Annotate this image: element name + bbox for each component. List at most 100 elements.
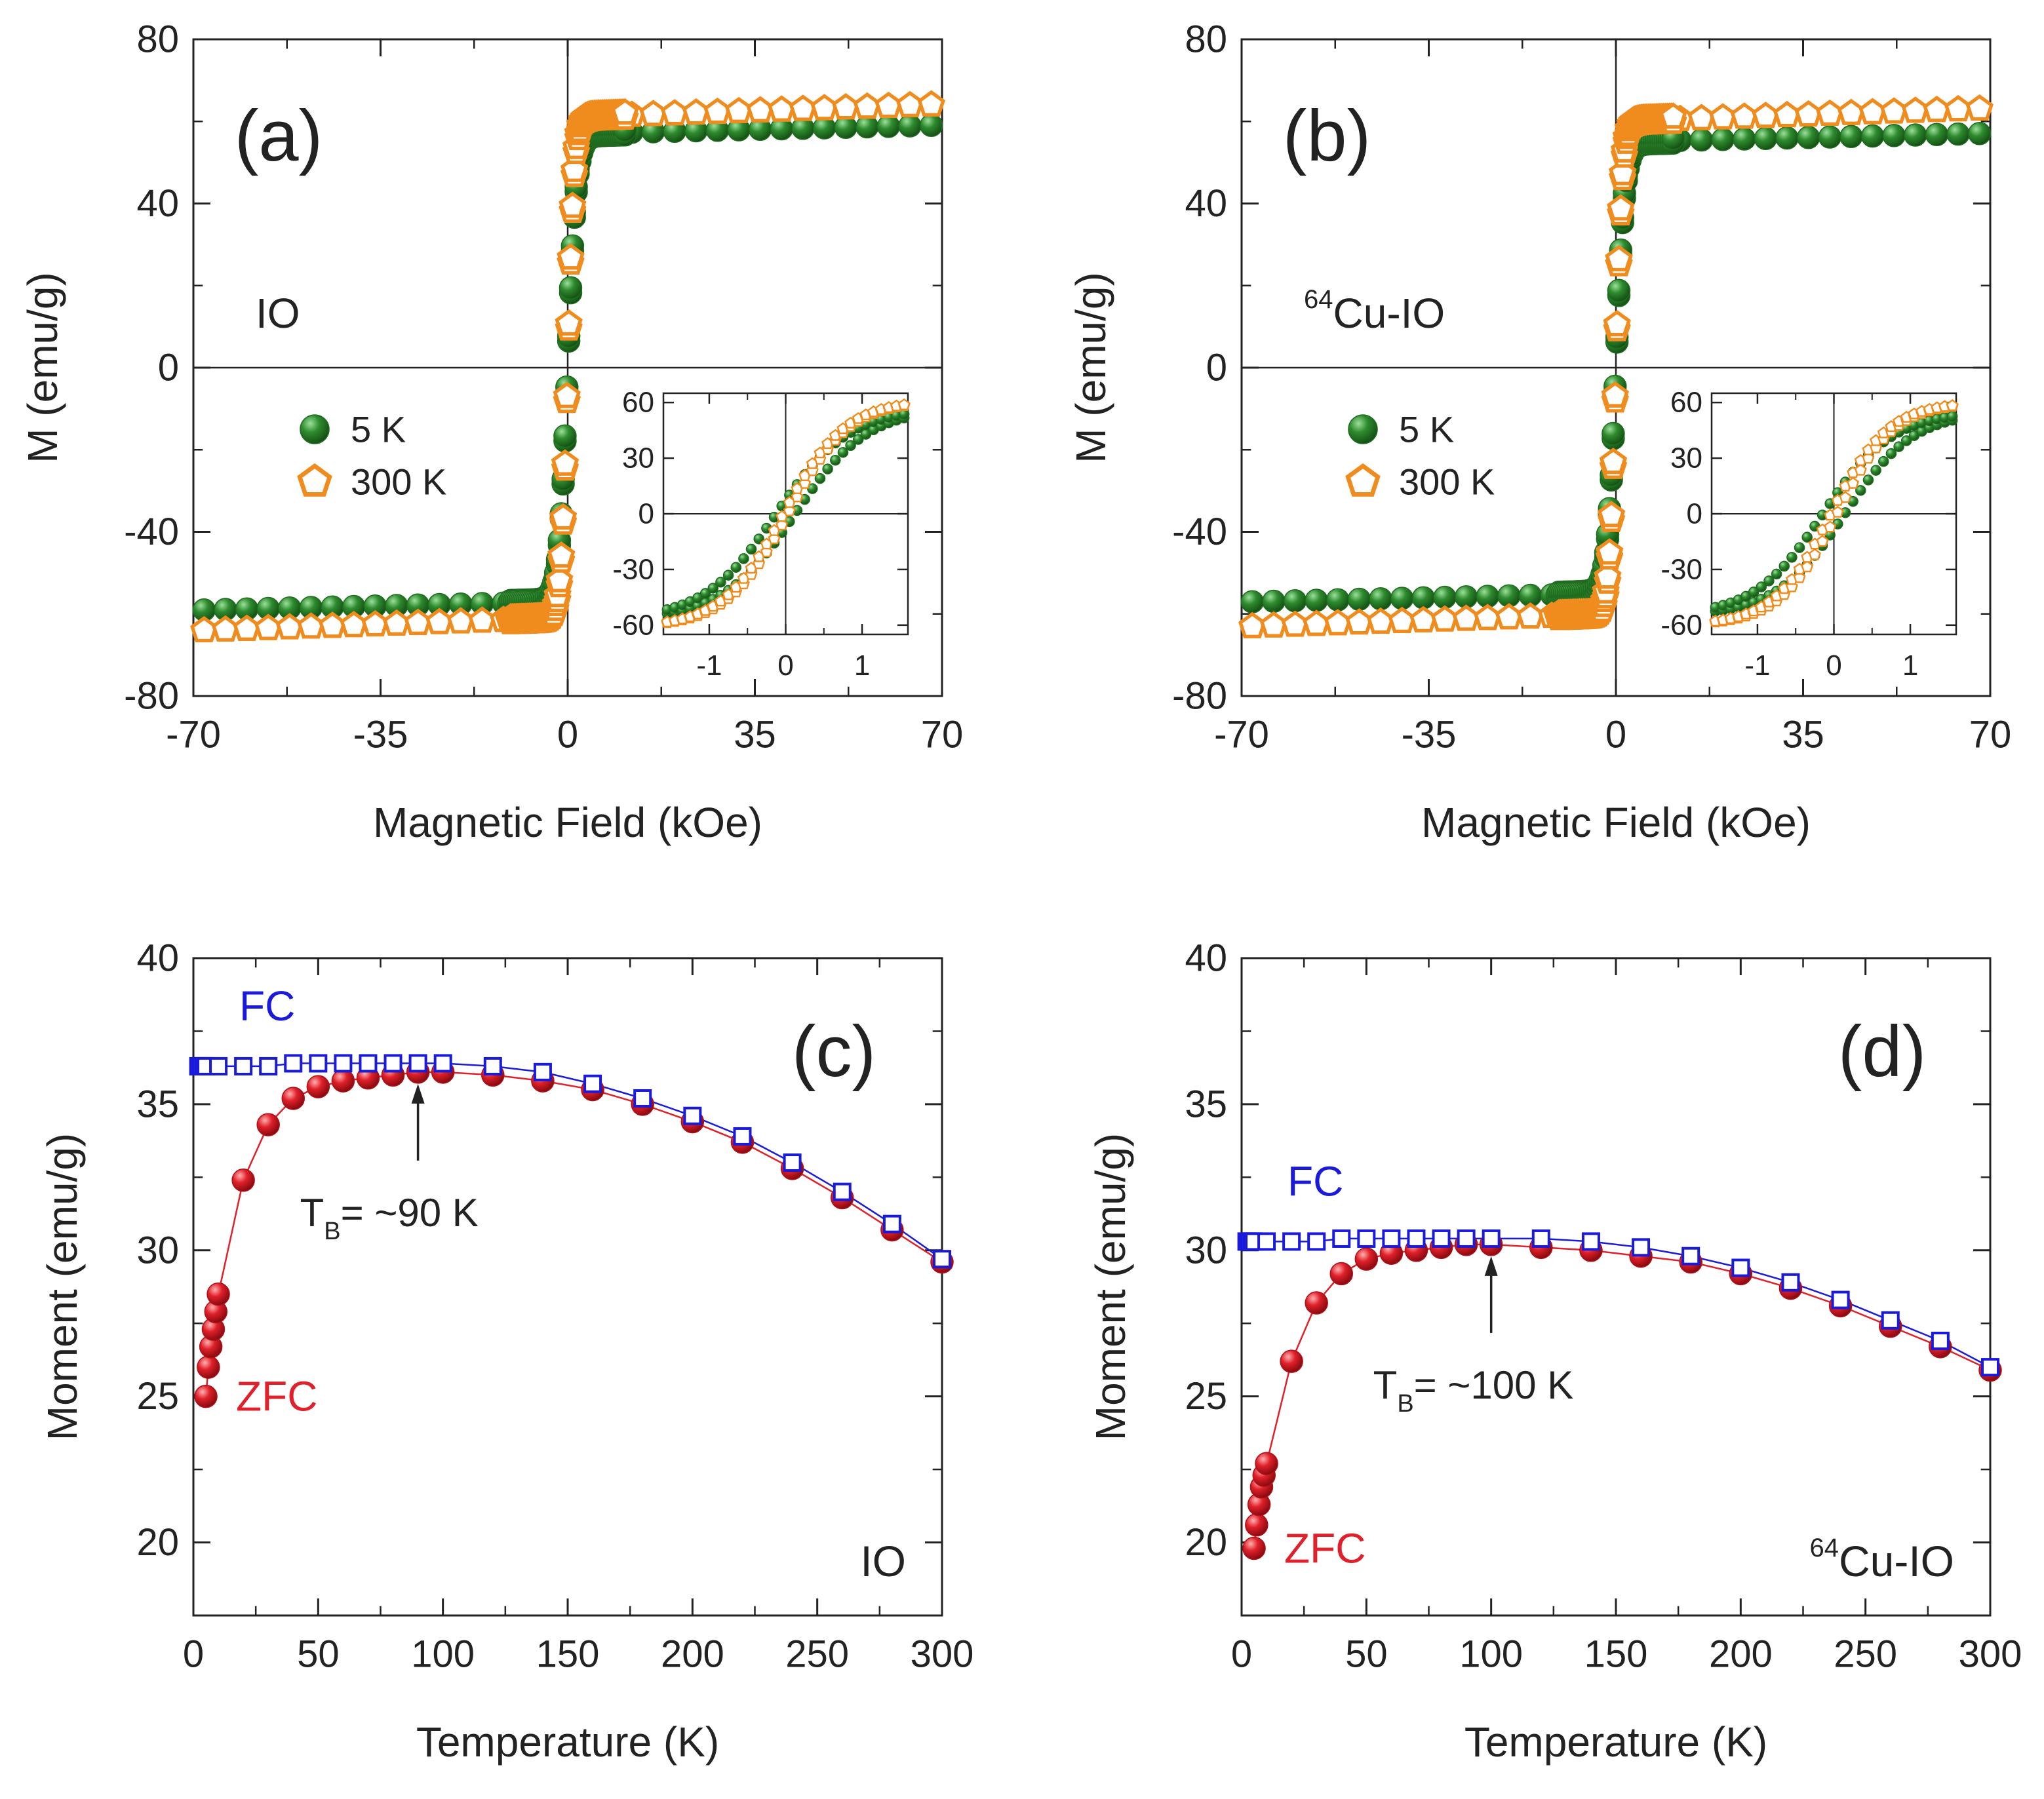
inset-data-point bbox=[1862, 452, 1875, 464]
inset-x-tick-label: 0 bbox=[777, 649, 793, 682]
data-point bbox=[853, 92, 882, 119]
data-point bbox=[1858, 98, 1887, 125]
data-point bbox=[1599, 448, 1628, 474]
y-axis-title: M (emu/g) bbox=[19, 272, 66, 463]
x-axis-title: Magnetic Field (kOe) bbox=[373, 799, 762, 846]
zfc-data-point bbox=[1255, 1452, 1278, 1475]
y-tick-label: 0 bbox=[1206, 347, 1227, 389]
data-point bbox=[1946, 122, 1970, 146]
zfc-data-point bbox=[1305, 1291, 1328, 1315]
data-point bbox=[1595, 538, 1624, 565]
inset-data-point bbox=[1801, 560, 1814, 573]
data-point bbox=[559, 276, 583, 300]
inset-data-point bbox=[1831, 505, 1844, 518]
data-point bbox=[895, 90, 924, 117]
data-series bbox=[1238, 94, 1994, 638]
data-point bbox=[1796, 126, 1820, 149]
data-point bbox=[318, 611, 347, 638]
data-point bbox=[1324, 609, 1352, 636]
zfc-line bbox=[1253, 1243, 1991, 1549]
zfc-data-point bbox=[306, 1075, 330, 1098]
data-point bbox=[425, 608, 454, 634]
inset-data-point bbox=[1893, 441, 1904, 452]
zfc-data-point bbox=[231, 1169, 255, 1192]
data-point bbox=[1925, 123, 1949, 147]
inset-x-tick-label: 1 bbox=[854, 649, 870, 682]
data-point bbox=[1409, 606, 1438, 632]
data-point bbox=[834, 115, 857, 140]
data-point bbox=[1689, 128, 1714, 152]
data-point bbox=[1711, 128, 1735, 151]
zfc-data-point bbox=[1329, 1262, 1354, 1286]
fc-series bbox=[189, 1054, 951, 1269]
data-point bbox=[551, 449, 580, 476]
tb-annotation-main: T bbox=[1373, 1363, 1398, 1407]
data-point bbox=[297, 612, 325, 639]
data-point bbox=[917, 90, 945, 117]
data-point bbox=[1794, 100, 1822, 127]
x-tick-label: 0 bbox=[557, 713, 578, 756]
data-point bbox=[810, 94, 838, 121]
y-axis-title: M (emu/g) bbox=[1067, 272, 1114, 463]
legend: 5 K 300 K bbox=[297, 409, 446, 503]
zfc-label: ZFC bbox=[236, 1373, 317, 1420]
data-point bbox=[559, 191, 587, 218]
inset-data-point bbox=[745, 543, 757, 555]
tb-arrow-head bbox=[1484, 1256, 1498, 1276]
sample-label-text: Cu-IO bbox=[1839, 1537, 1954, 1585]
zfc-data-point bbox=[194, 1384, 218, 1408]
series-300k bbox=[190, 90, 945, 643]
data-point bbox=[1597, 501, 1626, 528]
panel-c-zfc-fc: 0 50 100 150 200 250 300 20 25 30 35 40 (c) FC ZFC TB= … bbox=[39, 937, 973, 1766]
data-point bbox=[1775, 126, 1799, 150]
data-point bbox=[382, 609, 411, 636]
sample-label: IO bbox=[860, 1537, 906, 1585]
data-point bbox=[1452, 604, 1480, 631]
zfc-data-point bbox=[1245, 1513, 1268, 1537]
zfc-data-point bbox=[281, 1087, 305, 1110]
sample-label-superscript: 64 bbox=[1304, 285, 1333, 314]
y-axis-title: Moment (emu/g) bbox=[39, 1133, 86, 1441]
inset-data-point bbox=[1756, 581, 1767, 592]
inset-data-point bbox=[897, 398, 911, 410]
legend-marker-300k bbox=[297, 463, 332, 497]
data-point bbox=[1687, 104, 1716, 130]
x-tick-label: 200 bbox=[1709, 1633, 1773, 1675]
data-point bbox=[1594, 562, 1622, 589]
y-tick-label: -40 bbox=[1172, 511, 1227, 553]
y-tick-label: -80 bbox=[124, 675, 179, 718]
data-point bbox=[1281, 610, 1309, 637]
data-point bbox=[1602, 421, 1625, 446]
tb-annotation-sub: B bbox=[1397, 1390, 1413, 1418]
data-point bbox=[1733, 127, 1756, 151]
fc-data-point bbox=[1781, 1273, 1800, 1292]
zfc-label: ZFC bbox=[1284, 1524, 1366, 1572]
inset-data-point bbox=[707, 583, 719, 594]
x-tick-label: 35 bbox=[1782, 713, 1824, 756]
zfc-data-point bbox=[1280, 1349, 1303, 1373]
x-tick-label: 200 bbox=[661, 1633, 724, 1675]
fc-data-point bbox=[1632, 1238, 1651, 1257]
y-tick-label: 25 bbox=[136, 1375, 179, 1418]
data-point bbox=[553, 424, 577, 448]
inset-data-point bbox=[845, 440, 856, 452]
y-tick-label: 0 bbox=[158, 347, 179, 389]
data-point bbox=[1603, 309, 1631, 337]
data-point bbox=[831, 93, 860, 120]
fc-data-point bbox=[209, 1056, 228, 1075]
data-point bbox=[1326, 588, 1350, 611]
legend-label-5k: 5 K bbox=[351, 409, 406, 450]
data-point bbox=[557, 243, 585, 270]
inset-data-point bbox=[822, 463, 833, 474]
data-point bbox=[1390, 587, 1414, 610]
x-tick-label: 100 bbox=[411, 1633, 475, 1675]
data-point bbox=[553, 381, 581, 408]
data-point bbox=[682, 98, 710, 125]
data-point bbox=[233, 614, 261, 641]
fc-data-point bbox=[1881, 1311, 1900, 1330]
panel-label: (a) bbox=[235, 96, 323, 176]
sample-label: 64Cu-IO bbox=[1809, 1534, 1954, 1585]
data-point bbox=[547, 541, 576, 568]
inset-data-point bbox=[1794, 542, 1805, 553]
